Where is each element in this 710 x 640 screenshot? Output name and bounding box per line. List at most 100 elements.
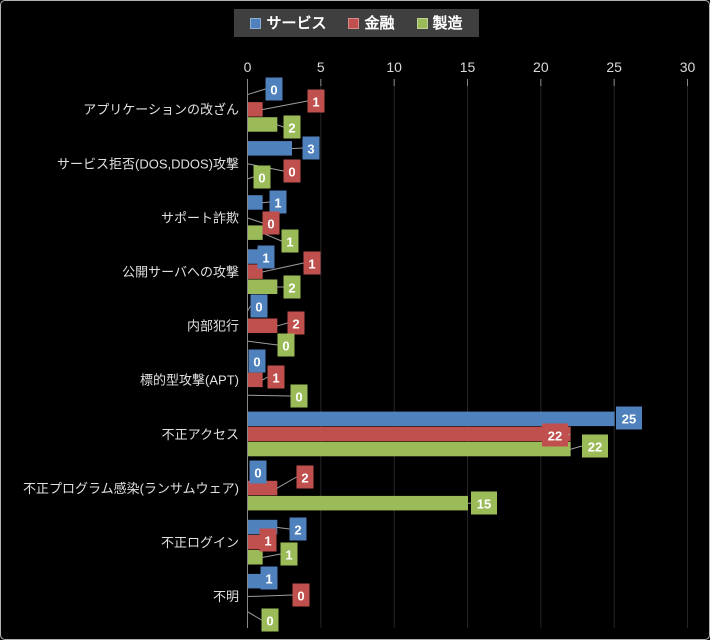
leader-line: [291, 147, 303, 150]
data-label-box-製造-4: [277, 333, 295, 357]
bar-製造-8: [248, 550, 263, 565]
category-label: 不正アクセス: [162, 427, 239, 442]
data-label-box-製造-3: [283, 275, 301, 299]
bar-製造-0: [248, 117, 278, 132]
leader-line: [247, 394, 291, 397]
data-label-value: 1: [285, 548, 292, 563]
leader-line: [247, 594, 293, 598]
data-label-value: 2: [294, 523, 301, 538]
data-label-box-サービス-5: [248, 349, 266, 373]
data-label-box-サービス-6: [616, 406, 642, 430]
category-label: 不明: [213, 589, 239, 604]
data-label-value: 0: [270, 83, 277, 98]
data-label-box-製造-9: [261, 608, 279, 632]
data-label-value: 2: [301, 471, 308, 486]
data-label-value: 22: [548, 429, 562, 444]
data-label-value: 0: [297, 589, 304, 604]
bar-金融-8: [248, 534, 263, 550]
category-label: アプリケーションの改ざん: [83, 102, 239, 117]
data-label-box-金融-0: [307, 89, 325, 113]
data-label-box-製造-6: [582, 434, 608, 458]
bar-金融-5: [248, 372, 263, 388]
bar-金融-4: [248, 318, 278, 333]
x-axis-tick-label: 30: [680, 59, 696, 75]
data-label-value: 1: [264, 534, 271, 549]
x-axis-tick-label: 15: [460, 59, 476, 75]
data-label-value: 0: [266, 614, 273, 629]
data-label-value: 25: [622, 412, 636, 427]
legend-item-service: サービス: [250, 16, 326, 31]
leader-line: [262, 201, 270, 204]
legend-label-manufacturing: 製造: [432, 14, 463, 32]
data-label-box-サービス-1: [302, 136, 320, 160]
bar-金融-0: [248, 102, 263, 117]
data-label-value: 1: [265, 572, 272, 587]
data-label-value: 1: [286, 235, 293, 250]
legend: サービス 金融 製造: [234, 9, 479, 37]
leader-line: [262, 262, 304, 273]
data-label-box-製造-5: [290, 384, 308, 408]
data-label-value: 1: [272, 371, 279, 386]
data-label-value: 1: [262, 251, 269, 266]
bar-製造-2: [248, 225, 263, 240]
data-label-value: 1: [274, 196, 281, 211]
data-label-box-サービス-7: [249, 460, 267, 484]
data-label-box-サービス-2: [269, 190, 287, 214]
data-label-value: 0: [295, 390, 302, 405]
data-label-box-サービス-0: [265, 77, 283, 101]
data-label-box-金融-5: [267, 365, 285, 389]
bar-サービス-1: [248, 141, 292, 156]
data-label-box-サービス-8: [289, 517, 307, 541]
data-label-box-製造-2: [281, 229, 299, 253]
category-label: 不正ログイン: [161, 535, 239, 550]
data-label-value: 15: [477, 497, 491, 512]
legend-marker-service-icon: [250, 17, 262, 29]
legend-item-finance: 金融: [348, 16, 395, 31]
data-label-box-金融-1: [283, 159, 301, 183]
data-label-value: 0: [254, 466, 261, 481]
data-label-value: 0: [255, 300, 262, 315]
data-label-value: 22: [588, 440, 602, 455]
legend-item-manufacturing: 製造: [416, 14, 463, 32]
bar-金融-7: [248, 480, 278, 496]
data-label-value: 2: [288, 121, 295, 136]
data-label-box-金融-6: [542, 423, 568, 447]
data-label-box-製造-7: [471, 491, 497, 515]
bar-製造-3: [248, 279, 278, 294]
leader-line: [276, 322, 288, 327]
leader-line: [247, 305, 251, 312]
category-label: サービス拒否(DOS,DDOS)攻撃: [57, 156, 239, 171]
data-label-value: 0: [258, 171, 265, 186]
data-label-value: 2: [288, 281, 295, 296]
x-axis-tick-label: 20: [533, 59, 549, 75]
leader-line: [276, 526, 290, 530]
x-axis-tick-label: 25: [606, 59, 622, 75]
category-label: 標的型攻撃(APT): [140, 373, 239, 388]
data-label-box-製造-1: [253, 165, 271, 189]
data-label-value: 0: [282, 339, 289, 354]
data-label-value: 1: [312, 95, 319, 110]
data-label-value: 1: [308, 257, 315, 272]
leader-line: [262, 553, 281, 559]
category-label: 不正プログラム感染(ランサムウェア): [23, 481, 239, 496]
data-label-box-金融-3: [303, 251, 321, 275]
bar-金融-6: [248, 426, 571, 442]
bar-サービス-9: [248, 573, 263, 589]
data-label-box-サービス-9: [260, 566, 278, 590]
category-label: 公開サーバへの攻撃: [122, 264, 239, 279]
x-axis-tick-label: 10: [386, 59, 402, 75]
data-label-box-金融-4: [287, 311, 305, 335]
data-label-value: 0: [253, 355, 260, 370]
data-label-box-製造-0: [283, 115, 301, 139]
bar-サービス-2: [248, 195, 263, 210]
leader-line: [247, 217, 263, 224]
x-axis-tick-label: 0: [244, 59, 252, 75]
legend-label-service: サービス: [266, 14, 327, 32]
bar-製造-6: [248, 441, 571, 457]
category-label: 内部犯行: [187, 319, 239, 334]
data-label-value: 2: [292, 317, 299, 332]
leader-line: [247, 340, 278, 346]
data-label-value: 0: [288, 165, 295, 180]
